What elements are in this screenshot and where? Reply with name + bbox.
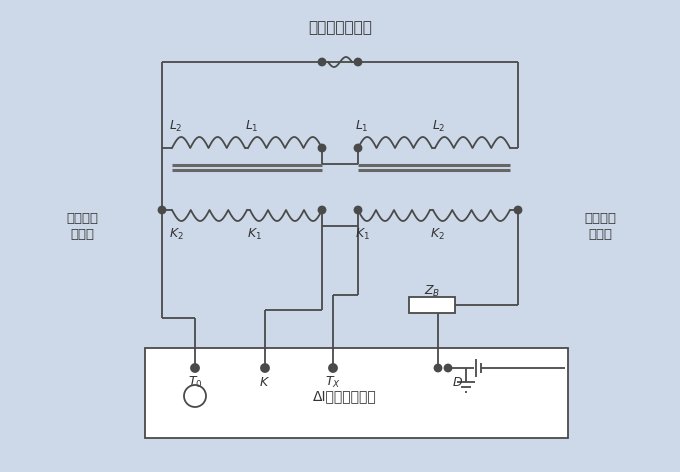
Circle shape — [354, 59, 362, 66]
Text: 接升流器输出端: 接升流器输出端 — [308, 20, 372, 35]
Text: $Z_B$: $Z_B$ — [424, 284, 440, 299]
Text: $T_X$: $T_X$ — [325, 374, 341, 389]
Text: $L_1$: $L_1$ — [355, 118, 369, 134]
Circle shape — [318, 207, 326, 213]
Bar — [409, 297, 455, 313]
Circle shape — [354, 144, 362, 152]
Circle shape — [445, 364, 452, 371]
Circle shape — [318, 144, 326, 152]
Circle shape — [329, 364, 337, 372]
Text: $D$: $D$ — [452, 376, 464, 388]
Text: $L_2$: $L_2$ — [169, 118, 183, 134]
Text: $K_1$: $K_1$ — [354, 227, 369, 242]
Text: $K_2$: $K_2$ — [169, 227, 184, 242]
Text: 被检电流: 被检电流 — [584, 211, 616, 225]
Text: $L_2$: $L_2$ — [432, 118, 446, 134]
Circle shape — [191, 364, 199, 372]
Circle shape — [318, 59, 326, 66]
Text: ΔI误差测量装置: ΔI误差测量装置 — [313, 389, 377, 403]
Circle shape — [515, 207, 522, 213]
Bar — [145, 348, 568, 438]
Circle shape — [158, 207, 165, 213]
Text: $K_2$: $K_2$ — [430, 227, 445, 242]
Circle shape — [261, 364, 269, 372]
Text: $K_1$: $K_1$ — [247, 227, 262, 242]
Text: 互感器: 互感器 — [588, 228, 612, 241]
Text: 标准电流: 标准电流 — [66, 211, 98, 225]
Circle shape — [435, 364, 441, 371]
Text: 互感器: 互感器 — [70, 228, 94, 241]
Circle shape — [354, 207, 362, 213]
Text: $K$: $K$ — [260, 376, 271, 388]
Text: $L_1$: $L_1$ — [245, 118, 259, 134]
Text: $T_0$: $T_0$ — [188, 374, 203, 389]
